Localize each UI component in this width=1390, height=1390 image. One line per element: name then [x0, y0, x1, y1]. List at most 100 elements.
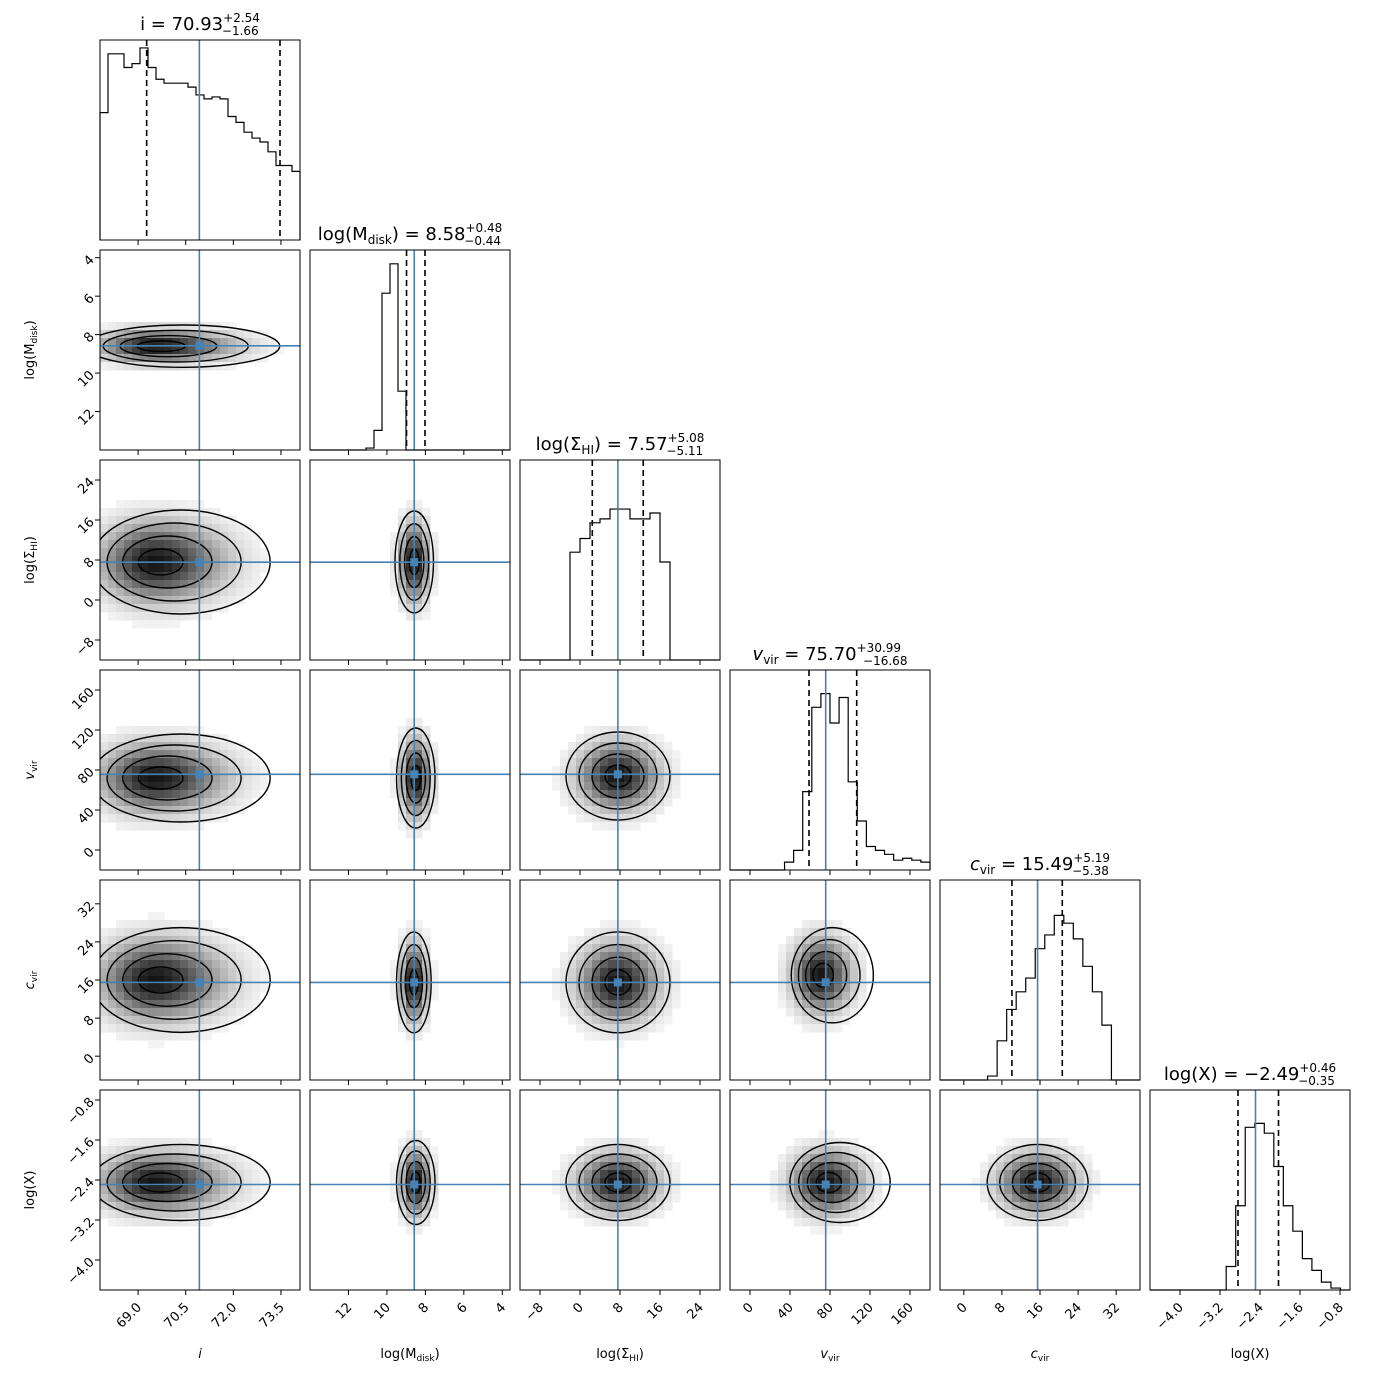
density-cell: [204, 952, 213, 961]
density-cell: [228, 960, 237, 969]
density-cell: [156, 814, 165, 823]
density-cell: [100, 508, 109, 517]
density-cell: [252, 338, 261, 347]
density-cell: [398, 604, 407, 613]
density-cell: [842, 1194, 851, 1203]
density-cell: [172, 806, 181, 815]
density-cell: [398, 508, 407, 517]
density-cell: [422, 1154, 431, 1163]
density-cell: [116, 798, 125, 807]
density-cell: [430, 588, 439, 597]
density-cell: [414, 516, 423, 525]
density-cell: [140, 330, 149, 339]
density-cell: [818, 1146, 827, 1155]
density-cell: [608, 1194, 617, 1203]
density-cell: [228, 774, 237, 783]
density-cell: [608, 984, 617, 993]
density-cell: [600, 968, 609, 977]
y-tick-label: −4.0: [65, 1255, 98, 1288]
density-cell: [236, 524, 245, 533]
density-cell: [220, 596, 229, 605]
density-cell: [164, 726, 173, 735]
histogram-v_vir: [730, 693, 931, 871]
density-cell: [212, 548, 221, 557]
density-cell: [422, 1202, 431, 1211]
density-cell: [212, 790, 221, 799]
density-cell: [1068, 1154, 1077, 1163]
density-cell: [244, 580, 253, 589]
density-cell: [802, 920, 811, 929]
density-cell: [874, 1170, 883, 1179]
density-cell: [140, 354, 149, 363]
density-cell: [124, 742, 133, 751]
density-cell: [140, 1186, 149, 1195]
density-cell: [576, 1008, 585, 1017]
density-cell: [1044, 1210, 1053, 1219]
density-cell: [1084, 1154, 1093, 1163]
density-cell: [164, 322, 173, 331]
density-cell: [228, 556, 237, 565]
density-cell: [1052, 1170, 1061, 1179]
density-cell: [648, 944, 657, 953]
density-cell: [406, 936, 415, 945]
density-cell: [252, 532, 261, 541]
density-cell: [414, 1138, 423, 1147]
density-cell: [172, 758, 181, 767]
density-cell: [600, 726, 609, 735]
density-cell: [786, 984, 795, 993]
density-cell: [116, 920, 125, 929]
contour-level-3: [400, 739, 431, 817]
density-cell: [260, 782, 269, 791]
density-cell: [406, 952, 415, 961]
density-cell: [648, 1162, 657, 1171]
density-cell: [664, 1016, 673, 1025]
density-cell: [132, 532, 141, 541]
density-cell: [592, 790, 601, 799]
density-cell: [164, 1178, 173, 1187]
density-cell: [616, 1040, 625, 1049]
density-cell: [164, 992, 173, 1001]
panel-log_mdisk-hist: log(Mdisk) = 8.58+0.48 −0.44: [309, 221, 511, 455]
density-cell: [390, 960, 399, 969]
density-cell: [212, 782, 221, 791]
x-tick-label: 8: [610, 1300, 626, 1316]
density-cell: [858, 984, 867, 993]
density-cell: [252, 1186, 261, 1195]
density-cell: [188, 920, 197, 929]
density-cell: [100, 1202, 109, 1211]
density-cell: [124, 500, 133, 509]
density-cell: [640, 790, 649, 799]
density-cell: [1084, 1194, 1093, 1203]
density-cell: [584, 976, 593, 985]
density-cell: [1076, 1186, 1085, 1195]
density-cell: [108, 556, 117, 565]
density-cell: [156, 984, 165, 993]
density-cell: [826, 920, 835, 929]
density-cell: [108, 782, 117, 791]
density-cell: [108, 1146, 117, 1155]
density-cell: [148, 596, 157, 605]
density-cell: [108, 1008, 117, 1017]
density-cell: [398, 798, 407, 807]
density-cell: [228, 1162, 237, 1171]
density-cell: [172, 968, 181, 977]
density-cell: [100, 984, 109, 993]
density-cell: [148, 806, 157, 815]
density-cell: [996, 1186, 1005, 1195]
density-cell: [632, 984, 641, 993]
title-log_mdisk: log(Mdisk) = 8.58+0.48 −0.44: [318, 221, 503, 248]
density-cell: [108, 1218, 117, 1227]
density-cell: [656, 1202, 665, 1211]
density-cell: [124, 338, 133, 347]
density-cell: [116, 580, 125, 589]
density-cell: [156, 338, 165, 347]
density-cell: [212, 1154, 221, 1163]
density-cell: [422, 758, 431, 767]
density-cell: [786, 1154, 795, 1163]
density-cell: [156, 920, 165, 929]
density-cell: [188, 354, 197, 363]
density-cell: [132, 556, 141, 565]
density-cell: [624, 798, 633, 807]
density-cell: [164, 604, 173, 613]
x-tick-label: 0: [570, 1300, 586, 1316]
